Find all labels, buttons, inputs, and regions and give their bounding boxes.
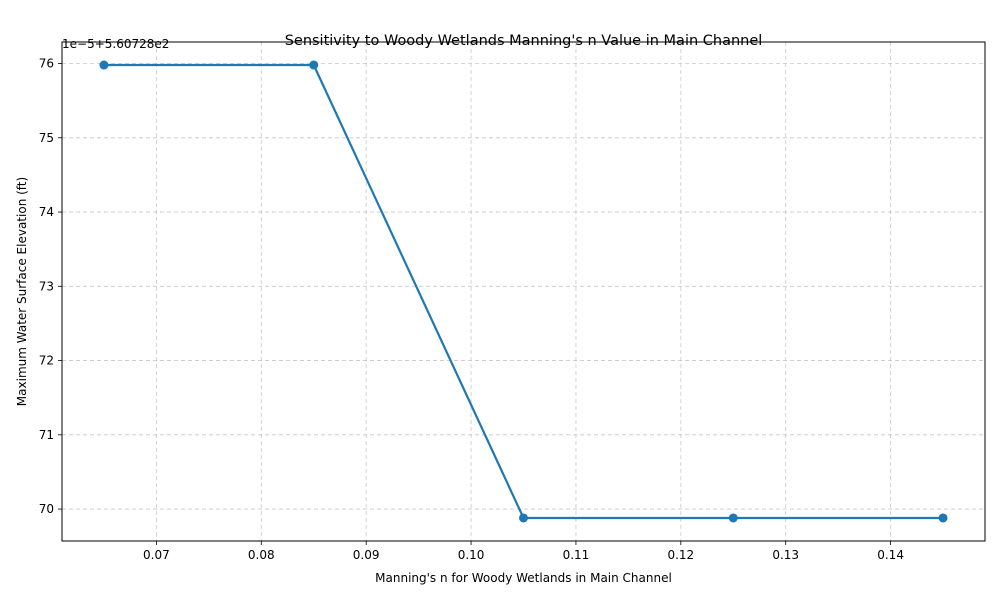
x-tick-label: 0.07 bbox=[143, 548, 170, 562]
x-tick-label: 0.10 bbox=[458, 548, 485, 562]
series bbox=[99, 60, 948, 523]
grid bbox=[62, 42, 985, 541]
plot-frame bbox=[61, 41, 986, 542]
y-tick-label: 73 bbox=[39, 279, 54, 293]
y-tick-label: 71 bbox=[39, 428, 54, 442]
data-point-marker bbox=[519, 513, 528, 523]
data-point-marker bbox=[938, 513, 948, 523]
x-tick-label: 0.14 bbox=[877, 548, 904, 562]
x-axis-label: Manning's n for Woody Wetlands in Main C… bbox=[375, 571, 672, 585]
data-point-marker bbox=[728, 513, 738, 523]
x-tick-label: 0.09 bbox=[353, 548, 380, 562]
y-tick-label: 75 bbox=[39, 131, 54, 145]
y-tick-label: 76 bbox=[39, 57, 54, 71]
y-axis-label: Maximum Water Surface Elevation (ft) bbox=[15, 177, 29, 406]
data-point-marker bbox=[309, 60, 319, 70]
series-line bbox=[103, 63, 944, 520]
chart-title: Sensitivity to Woody Wetlands Manning's … bbox=[285, 33, 763, 49]
x-tick-label: 0.08 bbox=[248, 548, 275, 562]
x-tick-label: 0.11 bbox=[563, 548, 590, 562]
y-axis-ticks: 70 71 72 73 74 75 76 bbox=[39, 57, 62, 516]
y-tick-label: 72 bbox=[39, 354, 54, 368]
x-tick-label: 0.12 bbox=[667, 548, 694, 562]
x-axis-ticks: 0.07 0.08 0.09 0.10 0.11 0.12 0.13 0.14 bbox=[143, 541, 904, 562]
y-tick-label: 74 bbox=[39, 205, 54, 219]
y-axis-offset-text: 1e−5+5.60728e2 bbox=[62, 37, 169, 51]
data-point-marker bbox=[99, 60, 109, 70]
y-tick-label: 70 bbox=[39, 502, 54, 516]
x-tick-label: 0.13 bbox=[772, 548, 799, 562]
